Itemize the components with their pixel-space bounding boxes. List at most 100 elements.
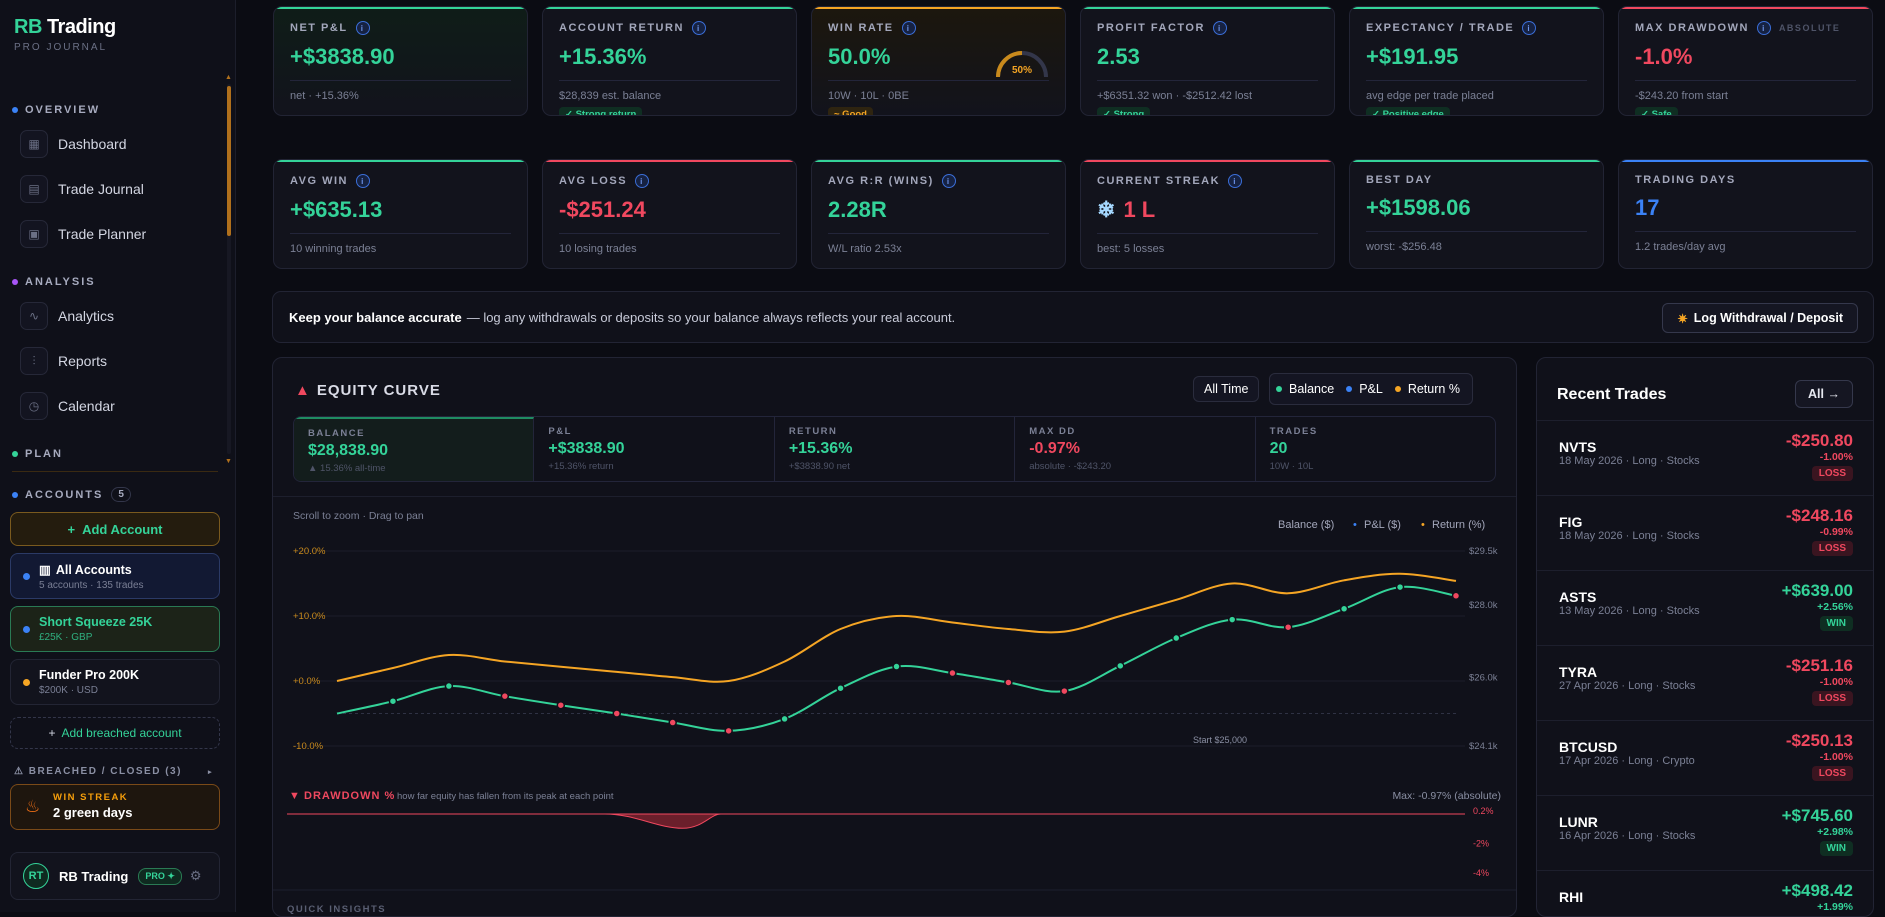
loss-point bbox=[556, 700, 566, 710]
stat-max-dd[interactable]: MAX DD -0.97% absolute · -$243.20 bbox=[1015, 417, 1256, 481]
card-accent-bar bbox=[1081, 7, 1334, 9]
info-icon[interactable]: i bbox=[355, 21, 370, 35]
toggle-label: Balance bbox=[1289, 382, 1335, 396]
stat-value: -0.97% bbox=[1029, 440, 1080, 457]
account-name: Short Squeeze 25K bbox=[39, 615, 153, 629]
log-withdrawal-button[interactable]: ✷ Log Withdrawal / Deposit bbox=[1662, 303, 1858, 333]
nav-trade-journal[interactable]: ▤ Trade Journal bbox=[20, 175, 144, 203]
account-funder-pro[interactable]: Funder Pro 200K $200K · USD bbox=[10, 659, 220, 705]
equity-curve-panel: ▲ EQUITY CURVE All Time Balance P&L Retur… bbox=[272, 357, 1517, 917]
card-value-text: 2.28R bbox=[828, 197, 887, 222]
equity-chart[interactable]: Scroll to zoom · Drag to pan Balance ($)… bbox=[273, 498, 1517, 917]
nav-dashboard[interactable]: ▦ Dashboard bbox=[20, 130, 127, 158]
card-label: NET P&L i bbox=[290, 21, 511, 35]
info-icon[interactable]: i bbox=[355, 174, 370, 188]
card-label-text: WIN RATE bbox=[828, 22, 894, 34]
section-dot-icon bbox=[12, 107, 18, 113]
info-icon[interactable]: i bbox=[1228, 174, 1243, 188]
card-divider bbox=[559, 80, 780, 81]
nav-calendar[interactable]: ◷ Calendar bbox=[20, 392, 115, 420]
info-icon[interactable]: i bbox=[635, 174, 650, 188]
info-icon[interactable]: i bbox=[1756, 21, 1771, 35]
stat-balance[interactable]: BALANCE $28,838.90 ▲ 15.36% all-time bbox=[294, 417, 535, 481]
stat-trades[interactable]: TRADES 20 10W · 10L bbox=[1256, 417, 1495, 481]
stat-note: +$3838.90 net bbox=[788, 461, 850, 472]
trade-row[interactable]: TYRA 27 Apr 2026 · Long · Stocks -$251.1… bbox=[1537, 645, 1873, 720]
scroll-up-icon[interactable]: ▲ bbox=[225, 74, 232, 81]
trade-result-badge: LOSS bbox=[1811, 541, 1853, 556]
banner-text: — log any withdrawals or deposits so you… bbox=[466, 309, 956, 325]
win-rate-gauge: 50% bbox=[996, 51, 1048, 78]
range-selector[interactable]: All Time bbox=[1193, 376, 1260, 402]
user-profile[interactable]: RT RB Trading PRO ✦ ⚙ bbox=[10, 852, 220, 900]
y-right-tick: $29.5k bbox=[1469, 546, 1498, 557]
recent-filter-button[interactable]: All → bbox=[1795, 380, 1853, 408]
card-value-text: -$251.24 bbox=[559, 197, 646, 222]
card-label-text: BEST DAY bbox=[1366, 174, 1433, 186]
info-icon[interactable]: i bbox=[691, 21, 706, 35]
card-label-text: ACCOUNT RETURN bbox=[559, 22, 684, 34]
add-breached-account-button[interactable]: + Add breached account bbox=[10, 717, 220, 749]
breached-section-toggle[interactable]: ⚠ BREACHED / CLOSED (3) ▸ bbox=[14, 766, 213, 777]
card-value: ❄ 1 L bbox=[1097, 197, 1318, 223]
card-note: W/L ratio 2.53x bbox=[828, 243, 902, 255]
account-all[interactable]: ▥ All Accounts 5 accounts · 135 trades bbox=[10, 553, 220, 599]
trade-row[interactable]: BTCUSD 17 Apr 2026 · Long · Crypto -$250… bbox=[1537, 720, 1873, 795]
info-icon[interactable]: i bbox=[1522, 21, 1537, 35]
nav-trade-planner[interactable]: ▣ Trade Planner bbox=[20, 220, 146, 248]
nav-analytics[interactable]: ∿ Analytics bbox=[20, 302, 114, 330]
info-icon[interactable]: i bbox=[941, 174, 956, 188]
info-icon[interactable]: i bbox=[1212, 21, 1227, 35]
trade-percent: -1.00% bbox=[1819, 676, 1853, 688]
win-point bbox=[892, 662, 901, 671]
card-value-text: 50.0% bbox=[828, 44, 891, 69]
card-note: +$6351.32 won · -$2512.42 lost bbox=[1097, 90, 1253, 102]
toggle-return[interactable]: Return % bbox=[1394, 382, 1460, 396]
account-short-squeeze[interactable]: Short Squeeze 25K £25K · GBP bbox=[10, 606, 220, 652]
stat-value: +15.36% bbox=[788, 440, 853, 457]
card-value: -$251.24 bbox=[559, 197, 780, 223]
card-label: AVG WIN i bbox=[290, 174, 511, 188]
trade-row[interactable]: NVTS 18 May 2026 · Long · Stocks -$250.8… bbox=[1537, 420, 1873, 495]
legend-return-dot-icon: • bbox=[1421, 519, 1425, 531]
trade-row[interactable]: ASTS 13 May 2026 · Long · Stocks +$639.0… bbox=[1537, 570, 1873, 645]
trade-row[interactable]: FIG 18 May 2026 · Long · Stocks -$248.16… bbox=[1537, 495, 1873, 570]
stat-key: RETURN bbox=[788, 426, 838, 437]
info-icon[interactable]: i bbox=[901, 21, 916, 35]
trade-amount: -$250.13 bbox=[1785, 731, 1853, 750]
toggle-pnl[interactable]: P&L bbox=[1346, 382, 1383, 396]
toggle-balance[interactable]: Balance bbox=[1276, 382, 1334, 396]
drawdown-title: DRAWDOWN % bbox=[304, 790, 395, 802]
return-line bbox=[336, 572, 1457, 683]
trade-row[interactable]: RHI +$498.42 +1.99% bbox=[1537, 870, 1873, 916]
brand-logo[interactable]: RB Trading PRO JOURNAL bbox=[14, 16, 116, 53]
trade-symbol: TYRA bbox=[1559, 664, 1598, 680]
card-value-text: -1.0% bbox=[1635, 44, 1693, 69]
card-label-text: TRADING DAYS bbox=[1635, 174, 1736, 186]
kpi-card-avg-r-r-wins-: AVG R:R (WINS) i 2.28R W/L ratio 2.53x bbox=[811, 159, 1066, 269]
nav-label: Trade Planner bbox=[58, 226, 147, 242]
gear-icon[interactable]: ⚙ bbox=[189, 868, 202, 883]
scroll-thumb[interactable] bbox=[227, 86, 231, 236]
toggle-label: P&L bbox=[1359, 382, 1383, 396]
nav-label: Dashboard bbox=[58, 136, 127, 152]
card-value-text: 17 bbox=[1635, 195, 1660, 220]
sparkle-icon: ✷ bbox=[1677, 311, 1688, 326]
stat-pnl[interactable]: P&L +$3838.90 +15.36% return bbox=[534, 417, 775, 481]
trade-meta: 17 Apr 2026 · Long · Crypto bbox=[1559, 755, 1695, 767]
card-value-text: +15.36% bbox=[559, 44, 647, 69]
card-divider bbox=[290, 233, 511, 234]
stat-return[interactable]: RETURN +15.36% +$3838.90 net bbox=[775, 417, 1016, 481]
equity-stats: BALANCE $28,838.90 ▲ 15.36% all-time P&L +$… bbox=[293, 416, 1496, 482]
loss-point bbox=[1004, 678, 1013, 687]
loss-point bbox=[668, 718, 677, 727]
trade-row[interactable]: LUNR 16 Apr 2026 · Long · Stocks +$745.6… bbox=[1537, 795, 1873, 870]
nav-reports[interactable]: ⫶ Reports bbox=[20, 347, 107, 375]
add-account-button[interactable]: + Add Account bbox=[10, 512, 220, 546]
card-label: TRADING DAYS bbox=[1635, 174, 1856, 186]
win-point bbox=[1116, 661, 1125, 671]
stat-key: TRADES bbox=[1269, 426, 1318, 437]
scroll-down-icon[interactable]: ▼ bbox=[225, 458, 232, 465]
sidebar-scrollbar[interactable]: ▲ ▼ bbox=[224, 74, 232, 466]
user-name: RB Trading bbox=[59, 868, 129, 884]
